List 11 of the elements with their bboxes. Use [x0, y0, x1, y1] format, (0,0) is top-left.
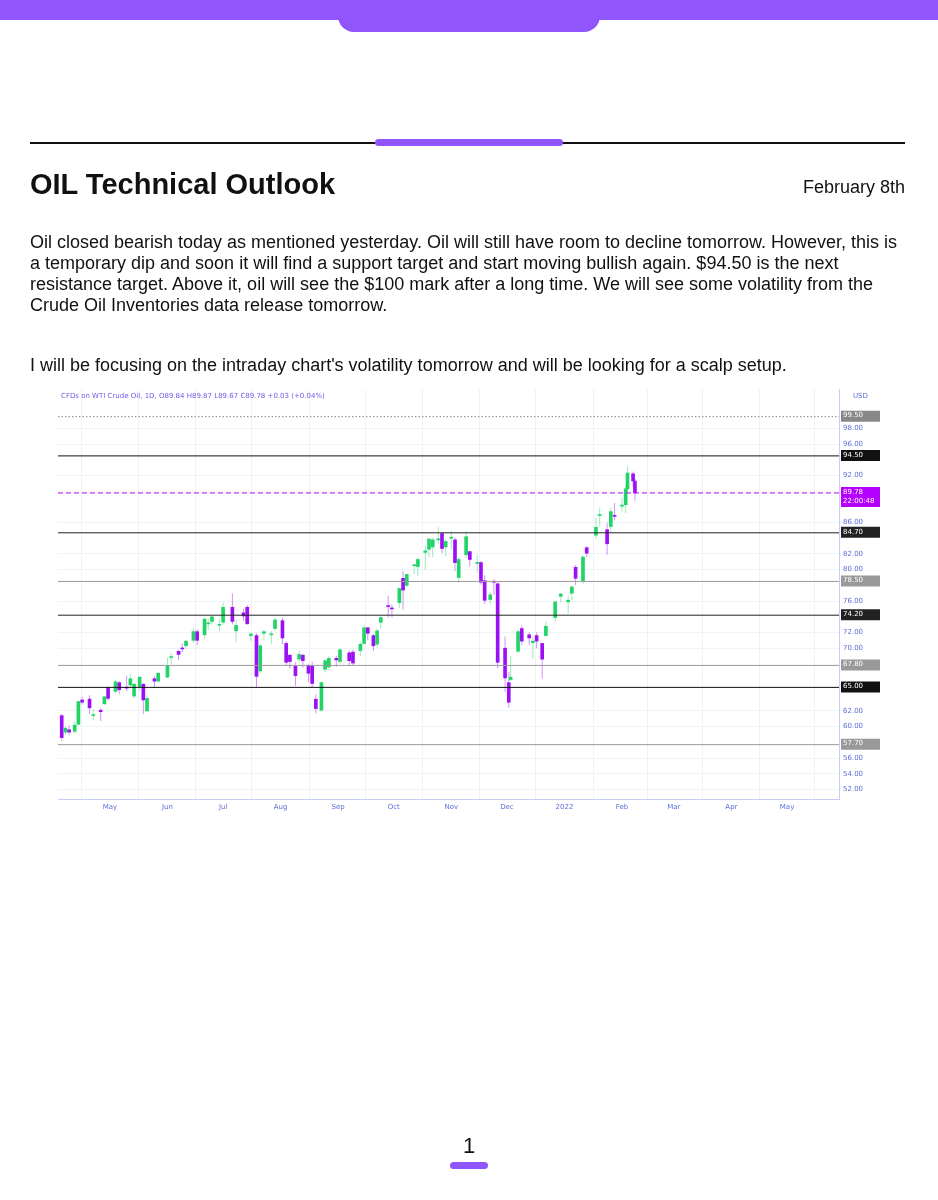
text: 1 [461, 1133, 477, 1159]
candlestick [80, 696, 84, 706]
text: Oil closed bearish today as mentioned yesterday. Oil will still have room to decline tomorrow. However, this is a temporary dip and soon it will find a support target and start moving bullish again. $94.50 is the next resistance target. Above it, oil will see the $100 mark after a long time. We will see some volatility from the Crude Oil Inventories data release tomorrow. [30, 232, 899, 316]
candlestick [301, 653, 305, 669]
candlestick [249, 631, 253, 642]
text: I will be focusing on the intraday chart's volatility tomorrow and will be looking for a scalp setup. [30, 355, 788, 376]
candlestick [262, 629, 266, 641]
candlestick [67, 725, 71, 736]
chart-subtitle: February 8th [802, 177, 905, 198]
chart-title: OIL Technical Outlook [30, 168, 336, 201]
candlestick [570, 584, 574, 601]
